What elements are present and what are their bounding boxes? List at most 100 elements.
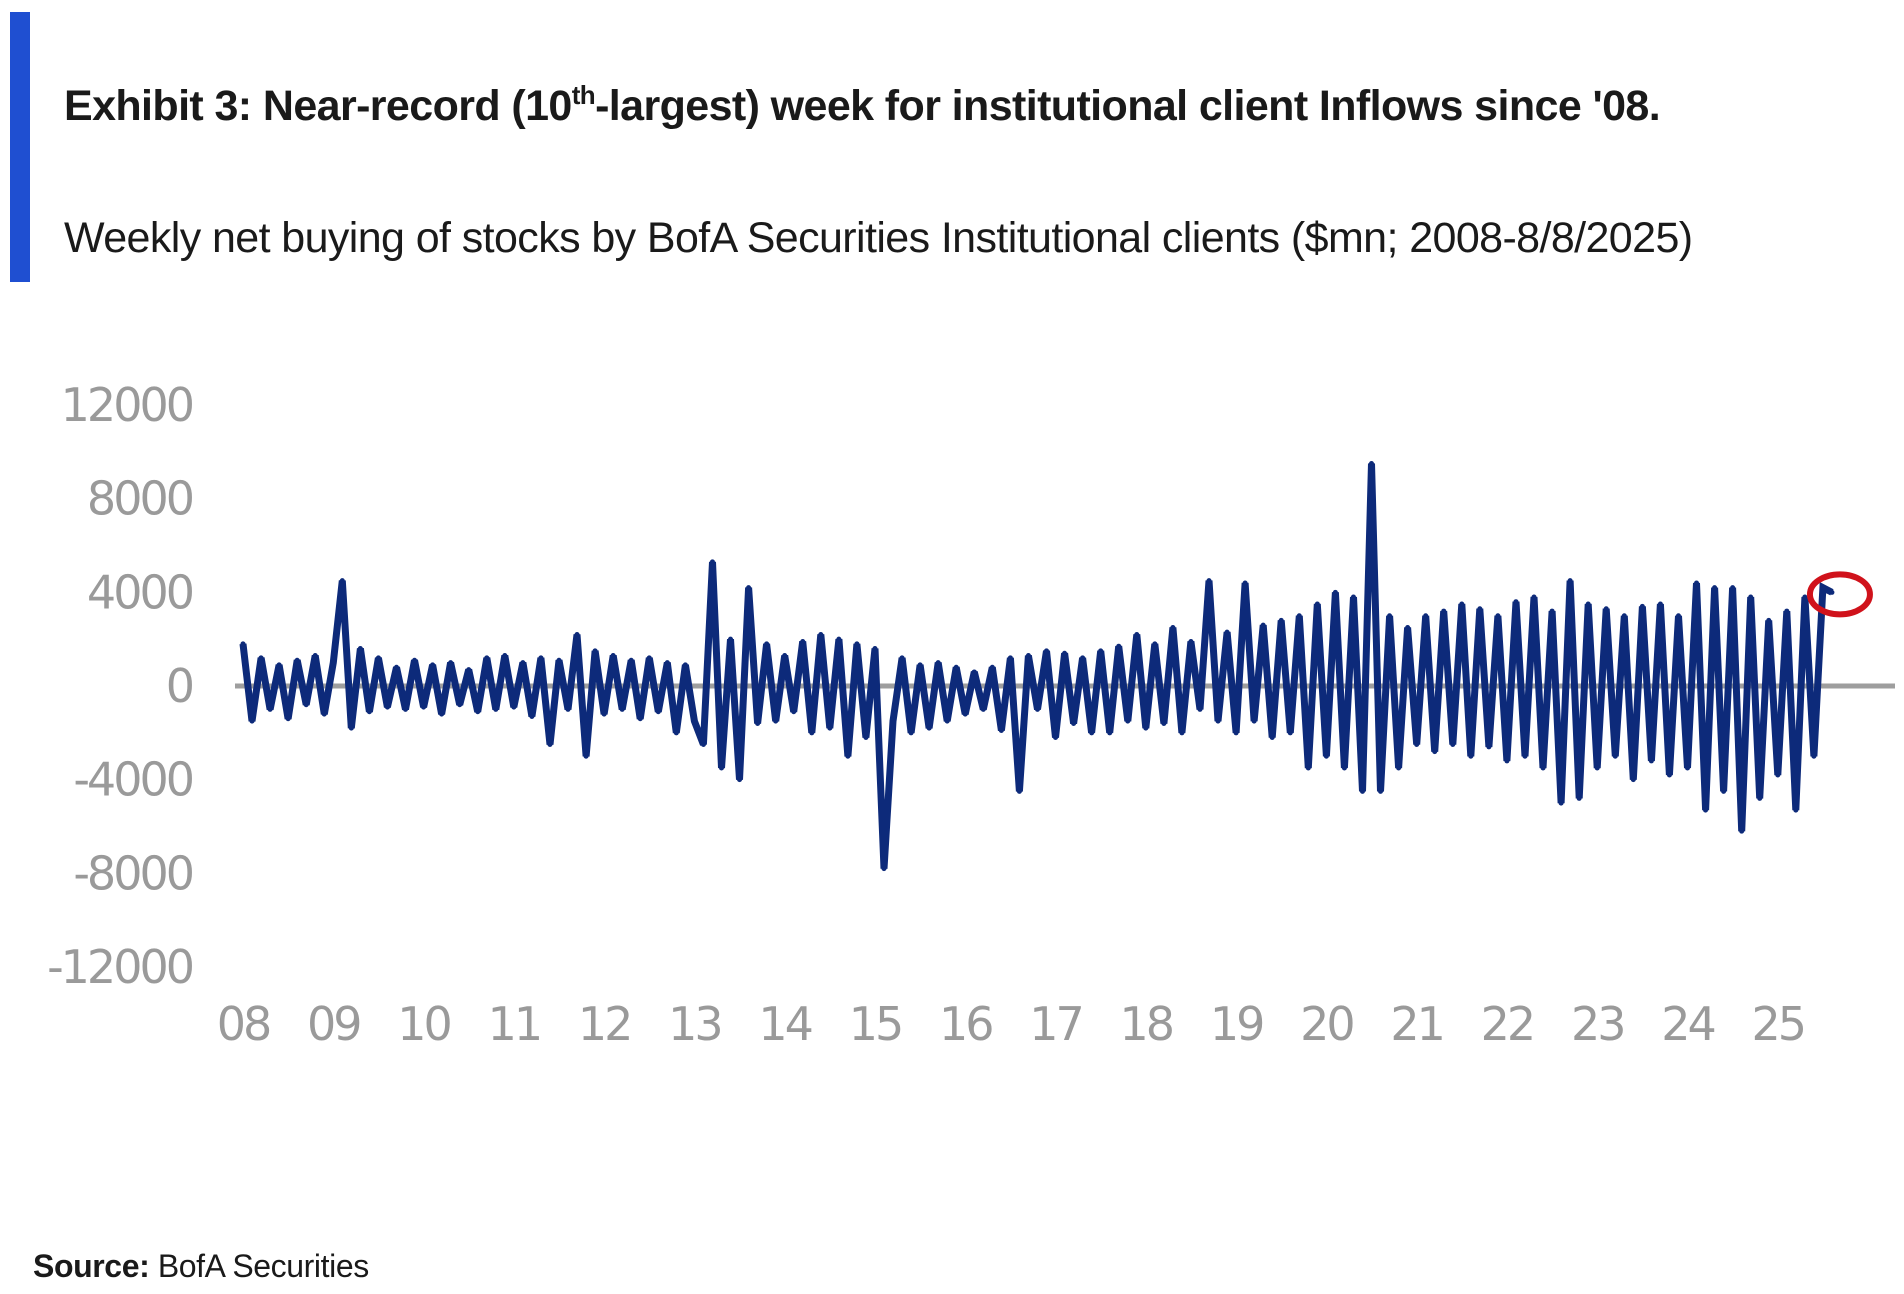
data-point <box>682 662 688 668</box>
data-point <box>1423 613 1429 619</box>
y-tick-label: 8000 <box>87 472 193 526</box>
data-point <box>448 660 454 666</box>
data-point <box>962 711 968 717</box>
data-point <box>1332 589 1338 595</box>
data-point <box>475 709 481 715</box>
data-point <box>673 730 679 736</box>
data-point <box>1053 735 1059 741</box>
data-point <box>430 662 436 668</box>
data-point <box>457 702 463 708</box>
highlight-circle <box>1806 571 1873 618</box>
x-tick-label: 18 <box>1120 997 1173 1051</box>
data-point <box>637 716 643 722</box>
data-point <box>366 709 372 715</box>
x-tick-label: 20 <box>1300 997 1353 1051</box>
data-point <box>330 660 336 666</box>
data-point <box>1170 624 1176 630</box>
x-tick-label: 25 <box>1752 997 1805 1051</box>
data-point <box>1495 613 1501 619</box>
data-point <box>1287 730 1293 736</box>
data-point <box>1314 601 1320 607</box>
data-point <box>1721 788 1727 794</box>
data-point <box>1188 639 1194 645</box>
data-point <box>1468 753 1474 759</box>
data-point <box>818 631 824 637</box>
data-point <box>1323 753 1329 759</box>
data-point <box>1251 718 1257 724</box>
data-point <box>1359 788 1365 794</box>
data-point <box>1116 643 1122 649</box>
data-point <box>1405 624 1411 630</box>
data-point <box>1396 765 1402 771</box>
data-point <box>718 765 724 771</box>
y-tick-label: -12000 <box>47 940 193 994</box>
data-point <box>484 655 490 661</box>
data-point <box>276 662 282 668</box>
data-point <box>971 669 977 675</box>
data-point <box>583 753 589 759</box>
data-point <box>700 742 706 748</box>
data-point <box>1775 772 1781 778</box>
x-tick-label: 08 <box>217 997 270 1051</box>
data-point <box>628 657 634 663</box>
data-point <box>565 706 571 712</box>
data-point <box>1585 601 1591 607</box>
data-point <box>1486 744 1492 750</box>
data-point <box>980 706 986 712</box>
data-point <box>1793 807 1799 813</box>
data-point <box>1612 753 1618 759</box>
title-prefix: Exhibit 3: Near-record (10 <box>64 82 572 130</box>
x-tick-label: 19 <box>1210 997 1263 1051</box>
data-point <box>375 655 381 661</box>
data-point <box>1594 765 1600 771</box>
data-point <box>1062 650 1068 656</box>
data-point <box>610 653 616 659</box>
data-point <box>908 730 914 736</box>
data-point <box>845 753 851 759</box>
data-point <box>1712 585 1718 591</box>
x-tick-label: 13 <box>668 997 721 1051</box>
x-tick-label: 14 <box>758 997 811 1051</box>
data-point <box>1034 706 1040 712</box>
data-point <box>384 704 390 710</box>
data-point <box>926 725 932 731</box>
data-point <box>1161 720 1167 726</box>
data-point <box>1576 795 1582 801</box>
data-point <box>529 713 535 719</box>
data-point <box>746 585 752 591</box>
data-point <box>1269 735 1275 741</box>
title-superscript: th <box>571 80 596 110</box>
data-point <box>294 657 300 663</box>
source-note: Source: BofA Securities <box>33 1248 369 1285</box>
data-point <box>1197 706 1203 712</box>
x-tick-label: 24 <box>1661 997 1714 1051</box>
data-point <box>1125 718 1131 724</box>
data-point <box>709 559 715 565</box>
data-point <box>285 716 291 722</box>
data-point <box>944 718 950 724</box>
data-point <box>1459 601 1465 607</box>
data-point <box>836 636 842 642</box>
data-point <box>827 725 833 731</box>
data-point <box>1477 606 1483 612</box>
data-point <box>1748 594 1754 600</box>
data-point <box>1648 758 1654 764</box>
data-point <box>556 657 562 663</box>
data-point <box>312 653 318 659</box>
data-point <box>574 631 580 637</box>
data-point <box>1179 730 1185 736</box>
data-point <box>1730 585 1736 591</box>
data-point <box>1513 599 1519 605</box>
data-point <box>1432 749 1438 755</box>
data-point <box>1441 608 1447 614</box>
data-point <box>1206 578 1212 584</box>
data-point <box>439 711 445 717</box>
data-point <box>267 706 273 712</box>
data-point <box>1504 758 1510 764</box>
data-point <box>899 655 905 661</box>
data-point <box>1242 580 1248 586</box>
data-point <box>800 639 806 645</box>
data-point <box>872 646 878 652</box>
data-point <box>1224 629 1230 635</box>
data-point <box>1296 613 1302 619</box>
